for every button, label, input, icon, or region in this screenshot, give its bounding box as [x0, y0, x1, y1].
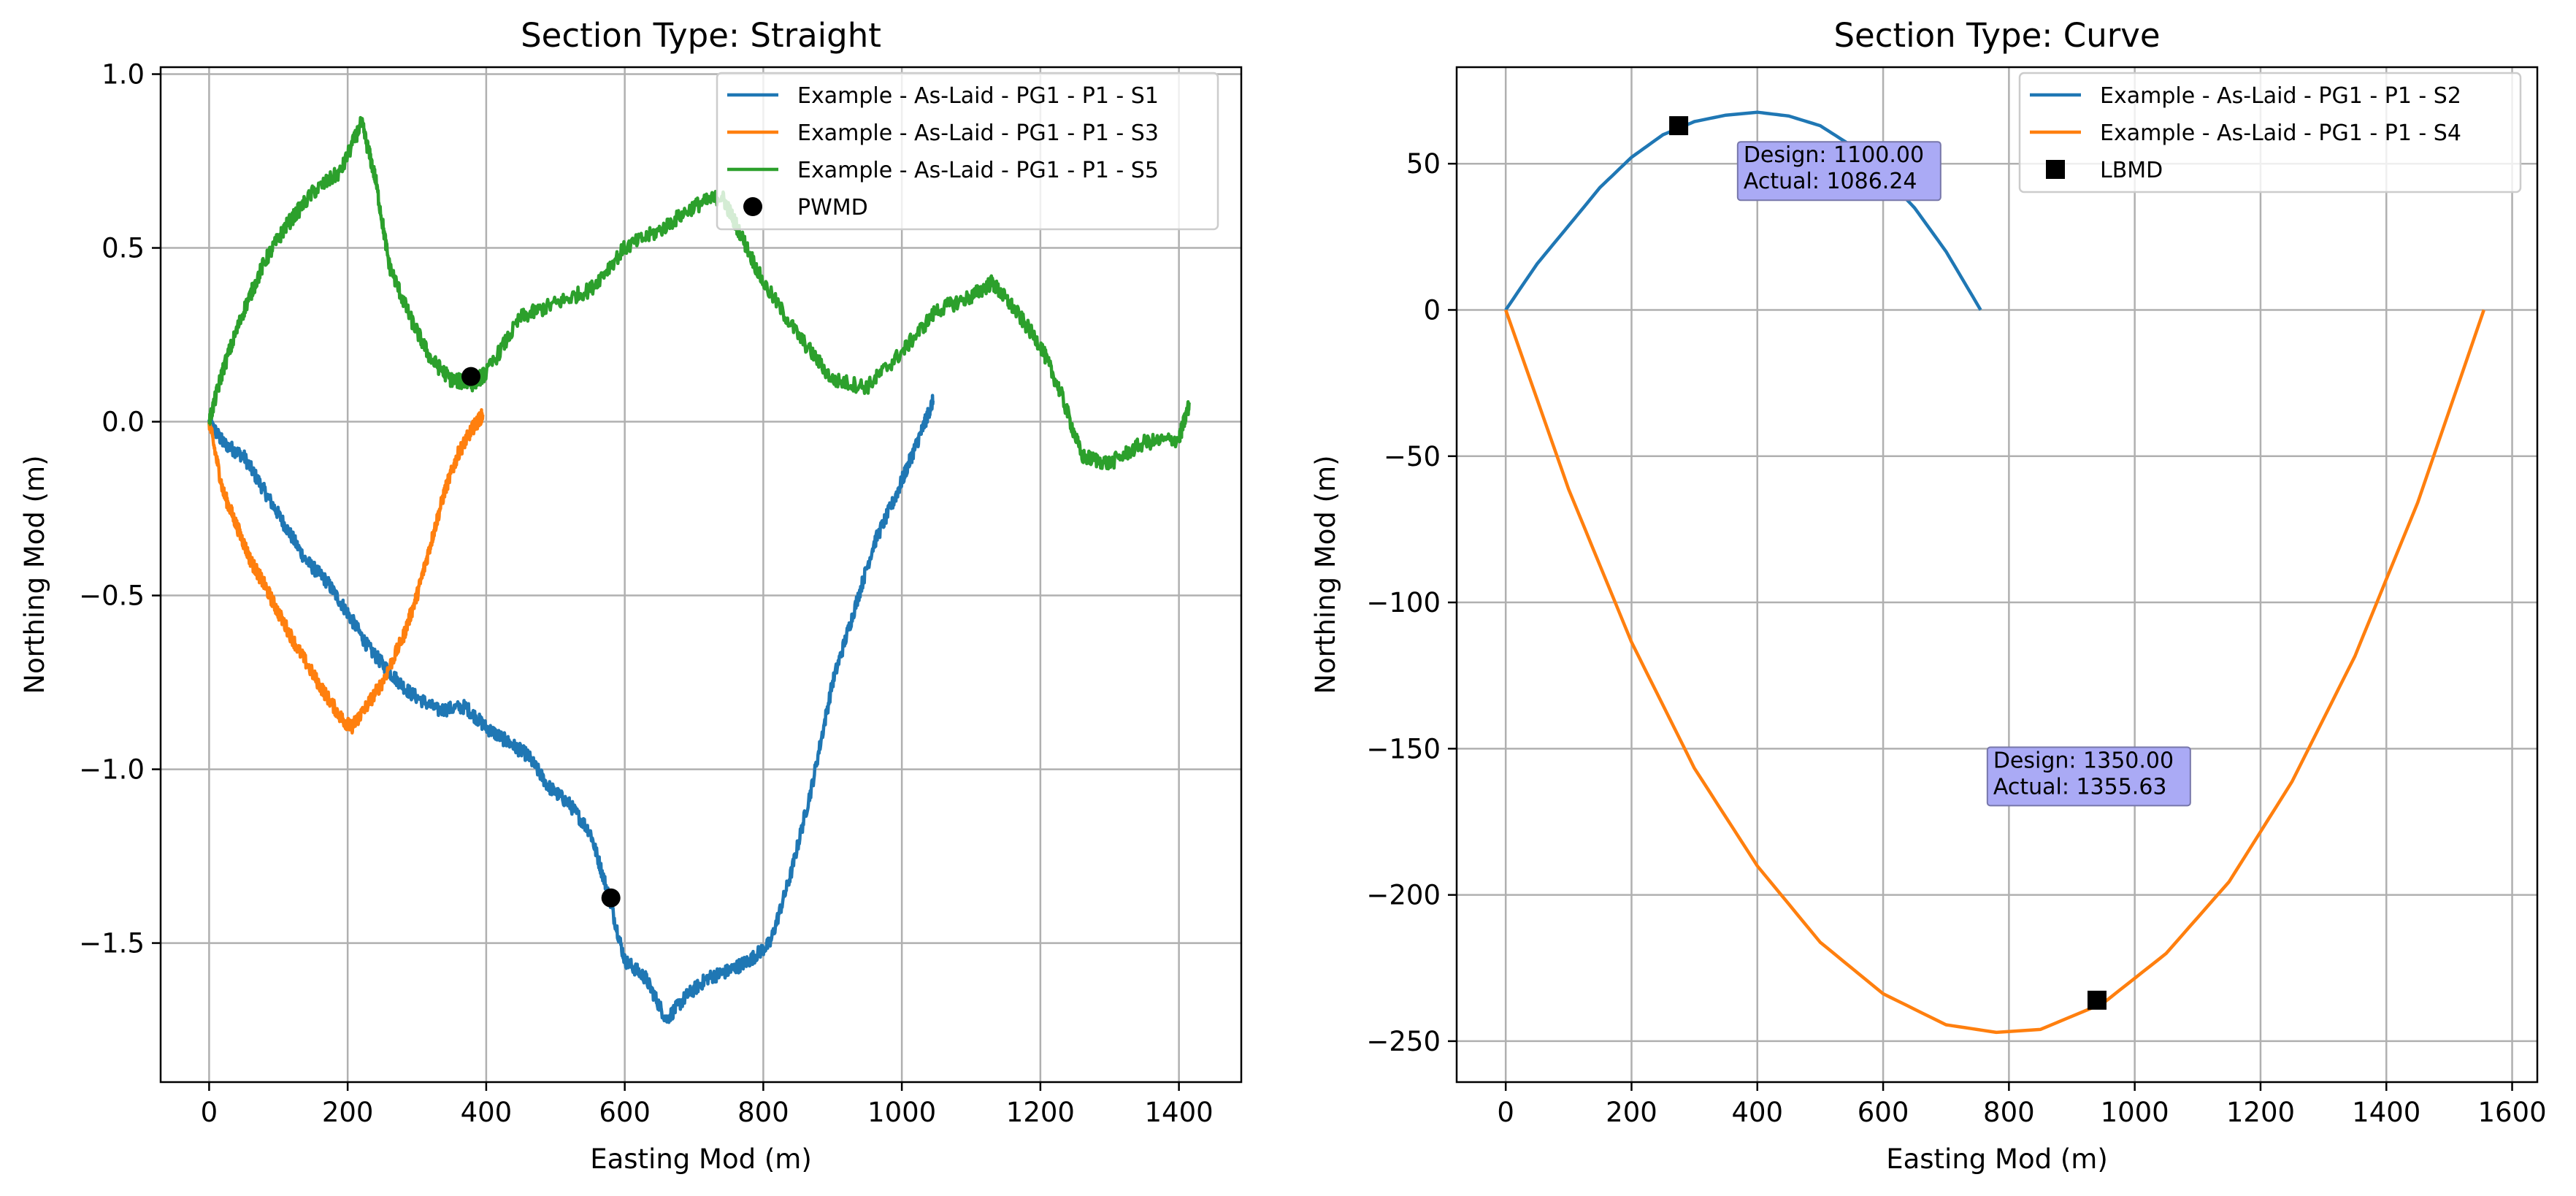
markers-curve [1669, 116, 2107, 1010]
legend-box [716, 72, 1219, 231]
y-tick-label: 0.0 [101, 407, 145, 438]
annotation-text: Design: 1100.00 [1744, 142, 1924, 168]
y-tick-label: −250 [1366, 1026, 1441, 1057]
x-tick-label: 1000 [2101, 1097, 2169, 1128]
series-line [207, 407, 485, 735]
y-tick-label: −200 [1366, 880, 1441, 911]
x-tick-label: 200 [1606, 1097, 1657, 1128]
x-ticks-curve: 0 200 400 600 800 1000 1200 1400 1600 [1497, 1082, 2547, 1128]
chart-title-curve: Section Type: Curve [1833, 16, 2160, 55]
y-tick-label: −50 [1384, 441, 1441, 472]
y-tick-label: 1.0 [101, 59, 145, 91]
x-tick-label: 800 [1983, 1097, 2035, 1128]
series-line [207, 394, 935, 1024]
x-tick-label: 600 [599, 1097, 651, 1128]
x-tick-label: 1200 [2226, 1097, 2295, 1128]
annotation-box [1736, 141, 1941, 202]
x-tick-label: 1200 [1006, 1097, 1075, 1128]
x-tick-label: 600 [1858, 1097, 1909, 1128]
y-tick-label: 0 [1423, 294, 1441, 326]
series-line [207, 115, 1191, 471]
series-straight [207, 115, 1191, 1024]
legend-label: PWMD [797, 195, 868, 221]
legend-label: LBMD [2100, 158, 2163, 183]
legend-label: Example - As-Laid - PG1 - P1 - S3 [797, 120, 1159, 146]
x-tick-label: 400 [1731, 1097, 1783, 1128]
x-tick-label: 400 [461, 1097, 513, 1128]
legend-label: Example - As-Laid - PG1 - P1 - S5 [797, 158, 1159, 183]
legend-straight: Example - As-Laid - PG1 - P1 - S1 Example… [716, 72, 1219, 231]
x-tick-label: 800 [737, 1097, 789, 1128]
marker-point [461, 367, 481, 386]
legend-label: Example - As-Laid - PG1 - P1 - S4 [2100, 120, 2461, 146]
x-tick-label: 1400 [1145, 1097, 1214, 1128]
plot-frame-straight [159, 66, 1243, 1084]
x-tick-label: 1400 [2352, 1097, 2420, 1128]
legend-curve: Example - As-Laid - PG1 - P1 - S2 Example… [2018, 72, 2522, 193]
legend-swatch [2046, 160, 2065, 179]
legend-swatch [743, 197, 762, 216]
y-axis-label-curve: Northing Mod (m) [1310, 455, 1341, 694]
y-tick-label: −1.5 [79, 928, 145, 959]
grid-curve [1457, 67, 2537, 1082]
y-ticks-curve: 50 0 −50 −100 −150 −200 −250 [1366, 148, 1457, 1057]
chart-title-straight: Section Type: Straight [521, 16, 881, 55]
y-tick-label: −1.0 [79, 754, 145, 786]
annotation-text: Actual: 1355.63 [1993, 774, 2167, 800]
y-tick-label: 0.5 [101, 233, 145, 264]
annotation-text: Design: 1350.00 [1993, 748, 2174, 773]
y-tick-label: −0.5 [79, 580, 145, 612]
marker-point [1669, 116, 1689, 136]
y-ticks-straight: 1.0 0.5 0.0 −0.5 −1.0 −1.5 [79, 59, 161, 959]
markers-straight [461, 367, 621, 908]
chart-straight: 0 200 400 600 800 1000 1200 1400 1.0 0.5 0.0 −0.5 −… [19, 16, 1243, 1175]
x-axis-label-straight: Easting Mod (m) [590, 1143, 812, 1175]
legend-label: Example - As-Laid - PG1 - P1 - S1 [797, 83, 1159, 109]
x-tick-label: 0 [1497, 1097, 1514, 1128]
marker-point [601, 888, 621, 908]
legend-label: Example - As-Laid - PG1 - P1 - S2 [2100, 83, 2461, 109]
marker-point [2087, 990, 2107, 1010]
x-tick-label: 1000 [867, 1097, 936, 1128]
x-ticks-straight: 0 200 400 600 800 1000 1200 1400 [201, 1082, 1214, 1128]
legend-box [2018, 72, 2522, 193]
grid-straight [161, 67, 1241, 1082]
x-tick-label: 1600 [2477, 1097, 2546, 1128]
x-tick-label: 0 [201, 1097, 218, 1128]
x-axis-label-curve: Easting Mod (m) [1886, 1143, 2108, 1175]
y-tick-label: −100 [1366, 587, 1441, 618]
annotation-box [1986, 746, 2191, 807]
annotation-text: Actual: 1086.24 [1744, 169, 1917, 194]
x-tick-label: 200 [322, 1097, 374, 1128]
series-line [1504, 309, 2485, 1035]
y-tick-label: −150 [1366, 733, 1441, 764]
y-axis-label-straight: Northing Mod (m) [19, 455, 50, 694]
plot-frame-curve [1455, 66, 2539, 1084]
y-tick-label: 50 [1406, 148, 1441, 180]
